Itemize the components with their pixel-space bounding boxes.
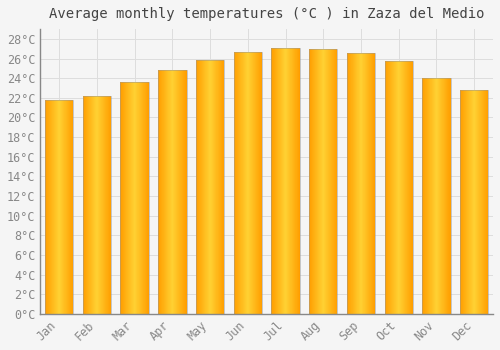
Bar bbox=[45, 100, 74, 314]
Bar bbox=[158, 70, 186, 314]
Bar bbox=[234, 52, 262, 314]
Bar bbox=[422, 78, 450, 314]
Bar bbox=[384, 62, 413, 314]
Title: Average monthly temperatures (°C ) in Zaza del Medio: Average monthly temperatures (°C ) in Za… bbox=[49, 7, 484, 21]
Bar bbox=[196, 61, 224, 314]
Bar bbox=[460, 90, 488, 314]
Bar bbox=[120, 82, 149, 314]
Bar bbox=[83, 96, 111, 314]
Bar bbox=[347, 52, 375, 314]
Bar bbox=[309, 49, 338, 314]
Bar bbox=[272, 48, 299, 314]
